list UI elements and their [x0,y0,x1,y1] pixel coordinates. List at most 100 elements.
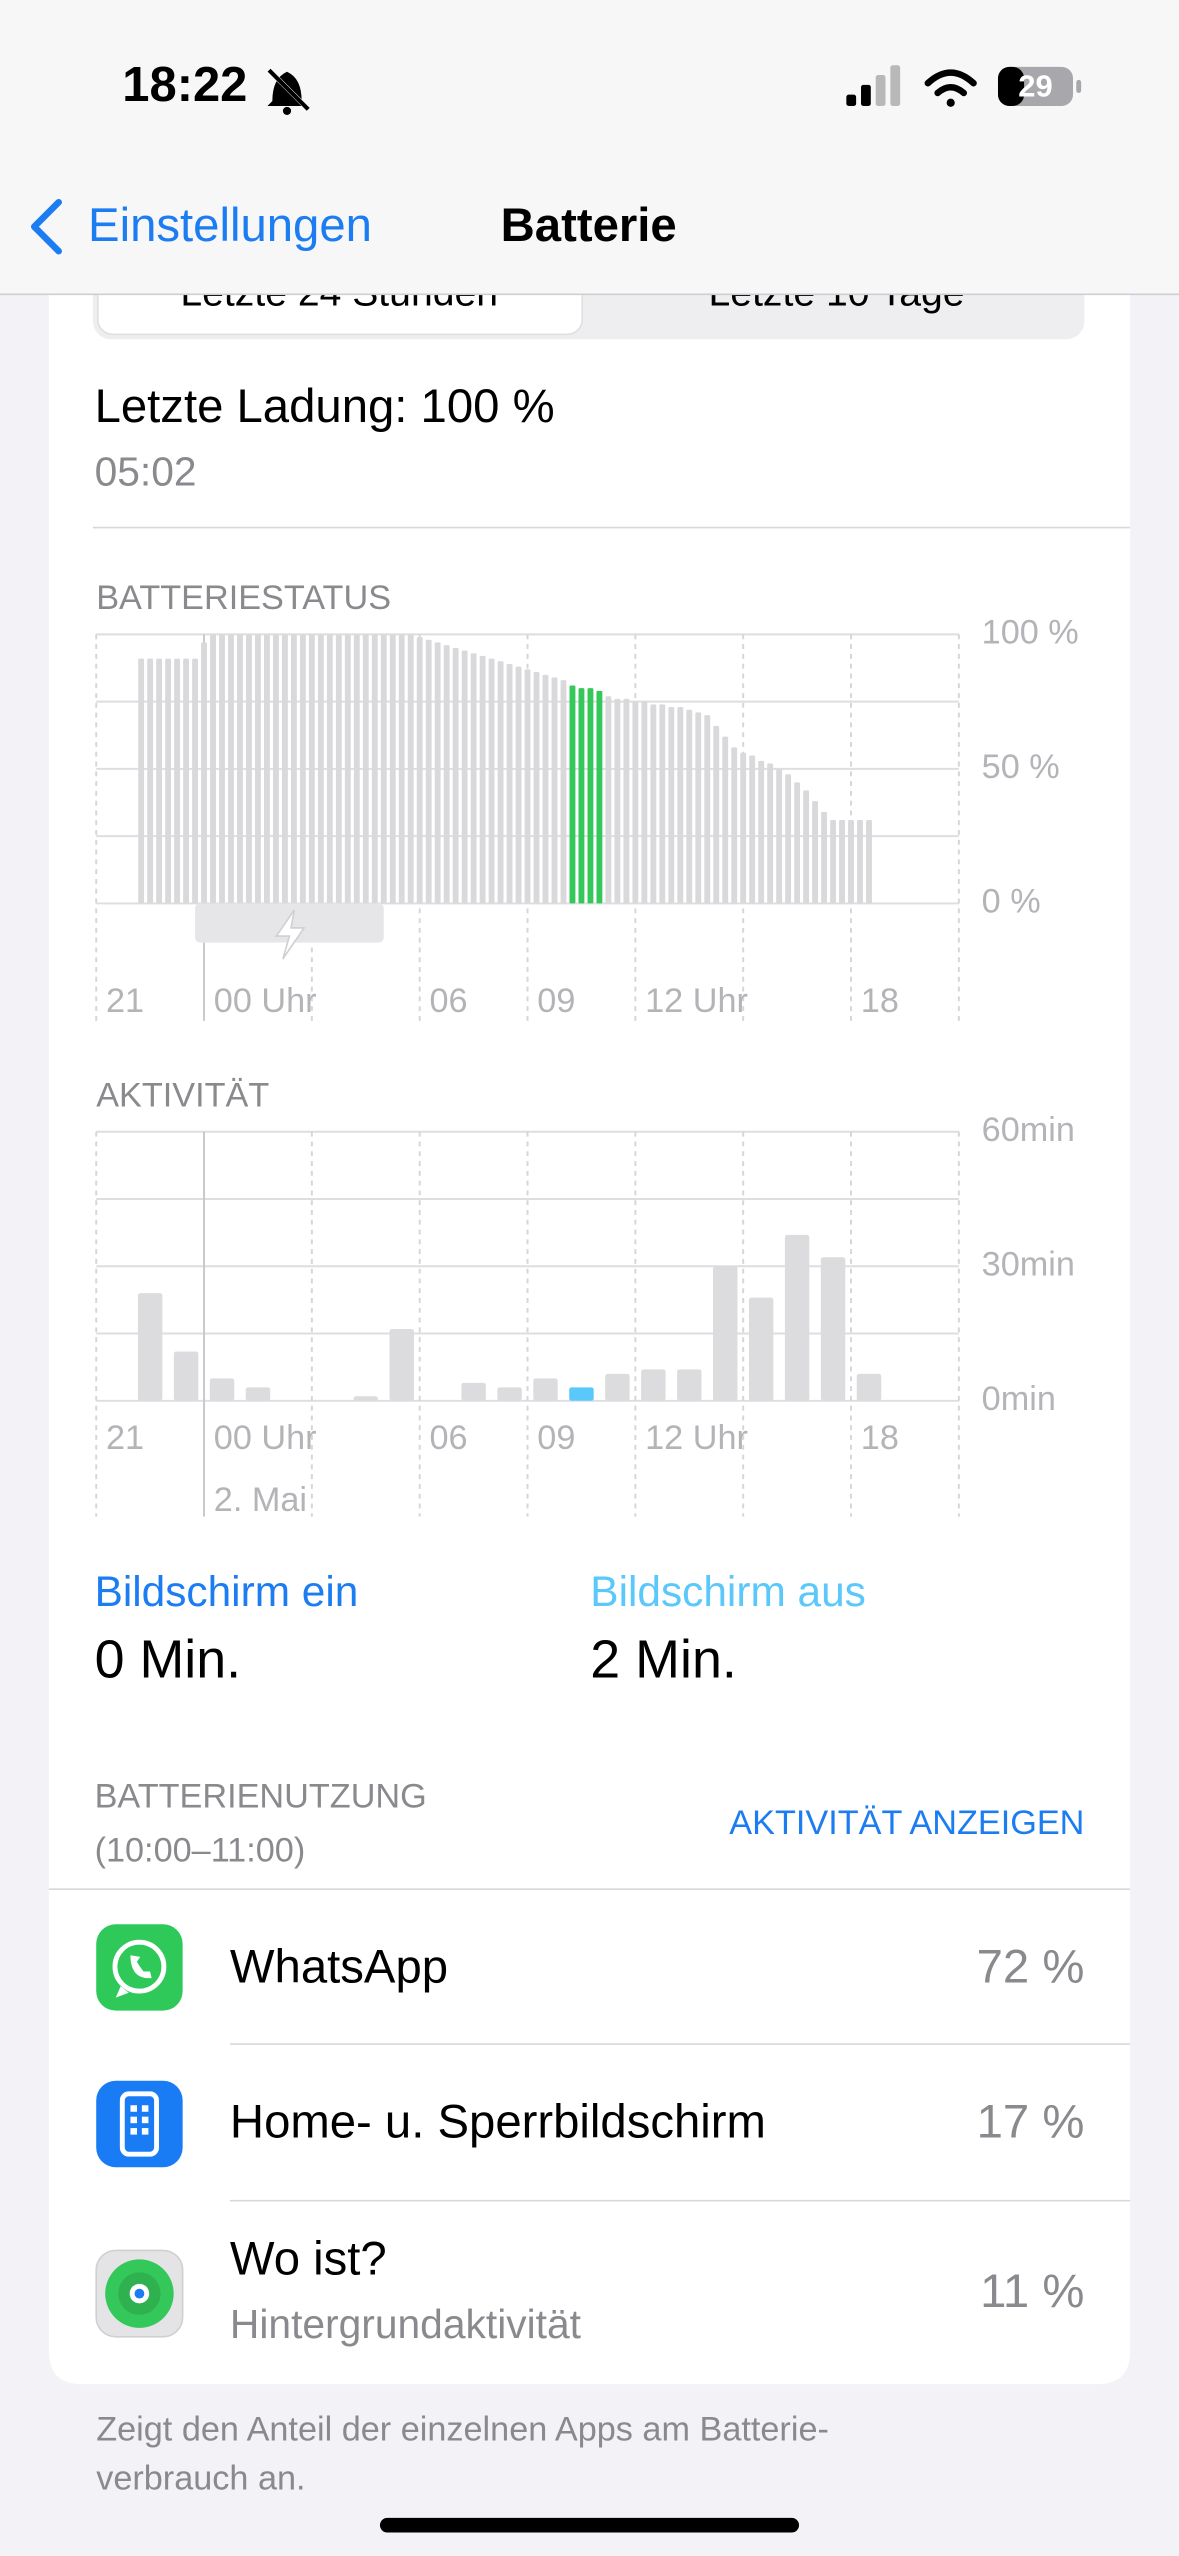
bar [443,645,450,904]
signal-icon [846,65,901,107]
bar [353,1396,379,1401]
x-tick-label: 21 [106,982,144,1020]
bar [605,696,612,904]
bar [830,820,836,904]
bar [281,634,288,904]
charts: BATTERIESTATUS 0 % 50 % 100 % 21 00 Uhr 06 09 12… [95,579,1079,1519]
app-name: Home- u. Sperrbildschirm [230,2095,766,2148]
y-tick-label: 60min [982,1111,1075,1149]
bar [335,634,342,904]
bar [857,820,863,904]
bar [389,634,396,904]
bar [748,1297,774,1401]
bar [479,655,486,904]
bar [605,1373,630,1401]
bar [524,669,531,904]
bar [299,634,306,904]
y-tick-label: 50 % [982,748,1060,786]
bar [452,647,459,904]
home-screen-glyph [130,2105,149,2135]
back-button[interactable]: Einstellungen [88,199,372,252]
screen-off-value: 2 Min. [590,1630,736,1690]
bar [156,658,163,904]
bar [326,634,333,904]
bar [353,634,360,904]
charging-bolt [274,909,306,960]
bar [264,634,270,904]
bar [722,736,729,904]
app-row[interactable]: WhatsApp 72 % [96,1924,1084,2011]
bar [866,820,872,904]
bar [488,658,495,904]
bar [551,677,558,904]
bar [820,1257,846,1401]
app-name: WhatsApp [230,1940,448,1993]
bar [614,698,621,904]
back-chevron[interactable] [30,198,62,255]
last-charge-time: 05:02 [95,448,197,494]
bar [192,658,198,904]
bar [317,634,324,904]
app-row[interactable]: Wo ist? Hintergrundaktivität 11 % [95,2232,1084,2347]
card [48,244,1131,2385]
nav-title: Batterie [501,199,677,252]
x-tick-label: 12 Uhr [645,982,748,1020]
whatsapp-glyph [130,1955,152,1979]
bar [209,1378,235,1401]
bar [308,634,315,904]
bar [668,707,675,904]
x-tick-label: 21 [106,1419,144,1457]
bar [137,1293,163,1401]
x-tick-label: 09 [537,1419,575,1457]
bar [677,707,684,904]
bar [210,634,216,904]
bar [812,801,819,904]
bar [623,698,630,904]
bar [237,634,243,904]
bar [641,701,648,904]
find-my-glyph [134,2288,145,2299]
bar [138,658,145,904]
bar [515,666,522,904]
bar [758,760,765,904]
bar [147,658,154,904]
bar [704,715,711,904]
bar [677,1369,702,1401]
app-name: Wo ist? [230,2232,387,2285]
bar [659,704,666,904]
bar [712,1266,738,1401]
bar [407,634,414,904]
bar [174,658,181,904]
bar [272,634,279,904]
x-tick-label: 18 [861,982,899,1020]
section-header: BATTERIENUTZUNG [95,1778,427,1816]
bar [173,1351,199,1401]
bar [165,658,172,904]
footer-text: verbrauch an. [96,2459,305,2497]
whatsapp-glyph [112,1939,167,1994]
bar [695,712,702,904]
whatsapp-glyph [115,1986,129,1998]
bar [533,672,540,904]
screen-on-value: 0 Min. [95,1630,241,1690]
app-row[interactable]: Home- u. Sperrbildschirm 17 % [96,2080,1084,2168]
chart-title: BATTERIESTATUS [96,579,391,617]
bar [740,752,747,904]
x-tick-label: 00 Uhr [214,1419,317,1457]
x-tick-label: 06 [429,1419,467,1457]
bar [785,774,792,904]
bar [389,1329,414,1401]
mute-icon [265,66,312,115]
bar [255,634,261,904]
last-charge: Letzte Ladung: 100 % [95,380,555,433]
show-activity-button[interactable]: AKTIVITÄT ANZEIGEN [729,1804,1084,1842]
bar [201,642,207,904]
screen-off-label: Bildschirm aus [590,1568,866,1615]
bar [713,725,720,904]
y-tick-label: 0 % [982,882,1041,920]
bar [821,811,828,904]
bar [380,634,387,904]
bar [839,820,845,904]
bar [497,1387,522,1401]
